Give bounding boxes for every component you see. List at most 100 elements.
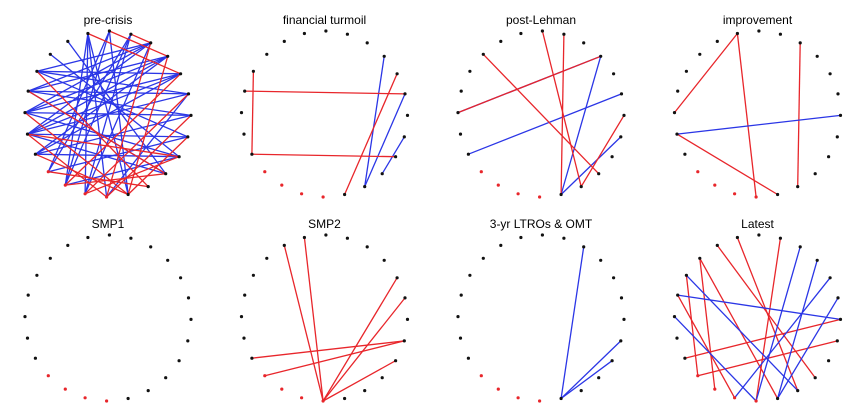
network-node [83, 192, 87, 196]
network-node [838, 317, 843, 321]
network-node [345, 32, 349, 36]
network-node [516, 192, 520, 196]
network-edge [541, 30, 582, 187]
network-node [25, 132, 30, 136]
network-node [86, 235, 90, 240]
network-node [540, 233, 545, 237]
network-node [186, 135, 190, 139]
network-node [242, 132, 246, 136]
network-node [612, 276, 616, 280]
network-node [698, 52, 702, 56]
network-node [776, 396, 780, 401]
network-node [835, 135, 839, 139]
network-node [23, 315, 27, 319]
network-node [46, 374, 50, 378]
network-node [796, 185, 800, 189]
network-node [363, 389, 367, 393]
network-node [86, 31, 90, 36]
network-node [300, 192, 304, 196]
network-node [540, 29, 545, 33]
network-node [263, 374, 267, 378]
network-edge [35, 114, 192, 155]
network-node [177, 155, 181, 159]
network-node [599, 258, 603, 262]
network-edge [27, 133, 188, 138]
network-edge [580, 115, 625, 187]
network-edge [364, 93, 406, 187]
network-node [251, 69, 255, 73]
network-node [146, 185, 150, 189]
network-node [698, 256, 702, 260]
network-edge [28, 90, 189, 95]
network-node [63, 183, 67, 187]
network-edge [560, 34, 565, 195]
network-panel: SMP2 [239, 217, 410, 403]
network-node [468, 273, 472, 277]
network-edge [27, 73, 181, 135]
network-edge [24, 111, 192, 117]
network-edge [87, 32, 181, 75]
network-node [243, 89, 247, 93]
network-node [715, 243, 719, 247]
network-node [619, 92, 624, 96]
network-node [459, 293, 463, 297]
network-node [715, 39, 719, 44]
network-edge [685, 275, 699, 376]
panel-title: SMP2 [308, 217, 341, 231]
network-node [516, 396, 520, 400]
panel-title: financial turmoil [283, 13, 366, 27]
network-edge [65, 173, 166, 186]
network-edge [49, 53, 180, 158]
network-edge [109, 30, 168, 57]
network-node [239, 111, 244, 115]
network-node [579, 185, 583, 189]
network-node [394, 359, 398, 363]
network-edge [24, 111, 180, 158]
network-node [280, 387, 284, 391]
network-node [179, 276, 183, 280]
network-node [481, 52, 485, 56]
network-edge [677, 294, 736, 399]
network-node [405, 113, 410, 117]
network-edge [684, 318, 841, 359]
network-edge [755, 246, 801, 402]
network-node [302, 31, 306, 36]
network-edge [244, 90, 406, 95]
network-edge [87, 33, 108, 198]
network-node [798, 245, 802, 249]
network-node [126, 192, 130, 197]
network-edge [36, 70, 181, 75]
network-node [380, 376, 384, 380]
network-node [499, 39, 503, 44]
network-node [35, 69, 39, 73]
network-edge [776, 260, 818, 399]
network-node [459, 89, 463, 93]
network-node [778, 236, 783, 240]
network-node [672, 315, 677, 319]
network-edge [106, 114, 192, 198]
network-node [48, 52, 52, 56]
network-edge [322, 360, 396, 402]
network-edge [777, 297, 839, 399]
network-node [815, 258, 819, 262]
panel-title: pre-crisis [84, 13, 133, 27]
network-node [382, 54, 386, 58]
network-edge [755, 238, 782, 402]
network-node [684, 273, 689, 277]
network-node [35, 273, 39, 277]
network-node [48, 256, 52, 260]
network-node [263, 170, 267, 174]
network-node [363, 185, 367, 189]
network-node [610, 155, 614, 159]
network-node [105, 399, 109, 403]
network-node [579, 389, 583, 393]
network-panel: post-Lehman [456, 13, 626, 199]
network-edge [84, 156, 180, 195]
network-edge [364, 56, 385, 187]
network-edge [27, 55, 169, 135]
network-node [265, 52, 269, 56]
network-edge [716, 245, 816, 379]
network-node [380, 172, 384, 176]
network-node [280, 183, 284, 187]
network-node [757, 233, 761, 237]
